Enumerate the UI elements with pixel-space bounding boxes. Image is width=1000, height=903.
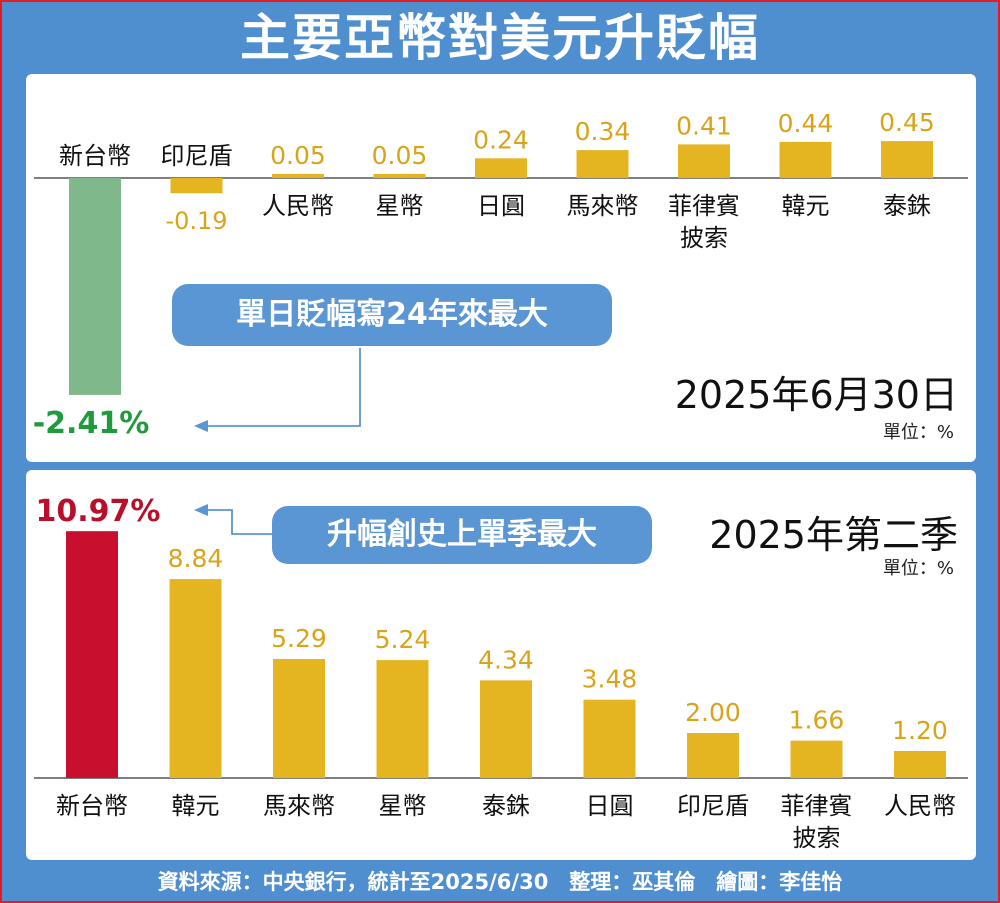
category-label-6-line0: 菲律賓 xyxy=(668,192,740,220)
category-label-3: 星幣 xyxy=(376,192,424,220)
bar-4 xyxy=(480,680,532,778)
value-label-3: 0.05 xyxy=(372,141,428,170)
daily-change-panel: -2.41% 新台幣 -0.19 印尼盾 0.05 人民幣 0.05 星幣 0.24 日圓 0.34… xyxy=(26,74,976,462)
quarterly-unit-label: 單位：% xyxy=(882,558,954,579)
category-label-6: 印尼盾 xyxy=(677,792,749,820)
value-label-6: 0.41 xyxy=(676,111,732,140)
quarterly-change-chart: 10.97% 新台幣 8.84 韓元 5.29 馬來幣 5.24 星幣 4.34 泰銖 3.48 日圓… xyxy=(34,494,968,852)
category-label-6-line1: 披索 xyxy=(680,224,728,252)
bar-0 xyxy=(69,178,121,395)
category-label-0: 新台幣 xyxy=(56,792,128,820)
quarterly-callout: 升幅創史上單季最大 xyxy=(272,506,652,564)
bar-1 xyxy=(170,178,223,194)
quarterly-change-panel: 10.97% 新台幣 8.84 韓元 5.29 馬來幣 5.24 星幣 4.34 泰銖 3.48 日圓… xyxy=(26,470,976,860)
value-label-0: -2.41% xyxy=(33,406,150,441)
bar-8 xyxy=(894,751,946,778)
bar-7 xyxy=(779,141,832,178)
value-label-5: 0.34 xyxy=(575,117,631,146)
value-label-0: 10.97% xyxy=(36,494,161,529)
value-label-8: 0.45 xyxy=(879,108,935,137)
daily-chart-title: 2025年6月30日 xyxy=(674,373,958,417)
category-label-5: 日圓 xyxy=(586,792,634,820)
bar-5 xyxy=(583,699,636,778)
bar-1 xyxy=(169,579,222,778)
daily-callout: 單日貶幅寫24年來最大 xyxy=(172,284,612,346)
category-label-8: 人民幣 xyxy=(884,792,956,820)
bar-6 xyxy=(678,144,730,178)
bar-6 xyxy=(687,733,739,778)
value-label-7: 1.66 xyxy=(789,706,845,735)
category-label-4: 日圓 xyxy=(477,192,525,220)
value-label-7: 0.44 xyxy=(778,109,834,138)
source-footer: 資料來源：中央銀行，統計至2025/6/30 整理：巫其倫 繪圖：李佳怡 xyxy=(157,870,843,894)
bar-7 xyxy=(790,740,843,778)
value-label-2: 0.05 xyxy=(270,141,326,170)
category-label-0: 新台幣 xyxy=(59,142,131,170)
callout-arrow-head xyxy=(194,504,208,516)
category-label-3: 星幣 xyxy=(379,792,427,820)
quarterly-chart-title: 2025年第二季 xyxy=(709,513,958,557)
category-label-2: 馬來幣 xyxy=(263,792,335,820)
category-label-4: 泰銖 xyxy=(482,792,530,820)
value-label-2: 5.29 xyxy=(271,624,327,653)
value-label-5: 3.48 xyxy=(582,665,638,694)
bar-3 xyxy=(376,660,429,778)
bar-0 xyxy=(66,531,118,778)
bar-2 xyxy=(272,173,324,178)
category-label-7-line1: 披索 xyxy=(793,824,841,852)
category-label-1: 韓元 xyxy=(172,792,220,820)
category-label-7: 韓元 xyxy=(782,192,830,220)
value-label-1: -0.19 xyxy=(165,207,227,235)
value-label-8: 1.20 xyxy=(892,716,948,745)
daily-unit-label: 單位：% xyxy=(882,422,954,443)
callout-arrow-head xyxy=(194,420,208,432)
value-label-4: 4.34 xyxy=(478,645,534,674)
value-label-6: 2.00 xyxy=(685,698,741,727)
category-label-5: 馬來幣 xyxy=(567,192,639,220)
bar-8 xyxy=(881,141,933,178)
callout-connector-line xyxy=(206,348,361,427)
category-label-1: 印尼盾 xyxy=(161,142,233,170)
value-label-1: 8.84 xyxy=(168,544,224,573)
bar-2 xyxy=(273,658,325,778)
bar-3 xyxy=(373,173,426,178)
category-label-7-line0: 菲律賓 xyxy=(781,792,853,820)
category-label-2: 人民幣 xyxy=(262,192,334,220)
bar-4 xyxy=(475,158,527,178)
value-label-3: 5.24 xyxy=(375,625,431,654)
daily-change-chart: -2.41% 新台幣 -0.19 印尼盾 0.05 人民幣 0.05 星幣 0.24 日圓 0.34… xyxy=(33,108,968,441)
value-label-4: 0.24 xyxy=(473,125,529,154)
bar-5 xyxy=(576,150,629,178)
callout-connector-line xyxy=(206,509,272,535)
category-label-8: 泰銖 xyxy=(883,192,931,220)
main-title: 主要亞幣對美元升貶幅 xyxy=(240,9,760,67)
